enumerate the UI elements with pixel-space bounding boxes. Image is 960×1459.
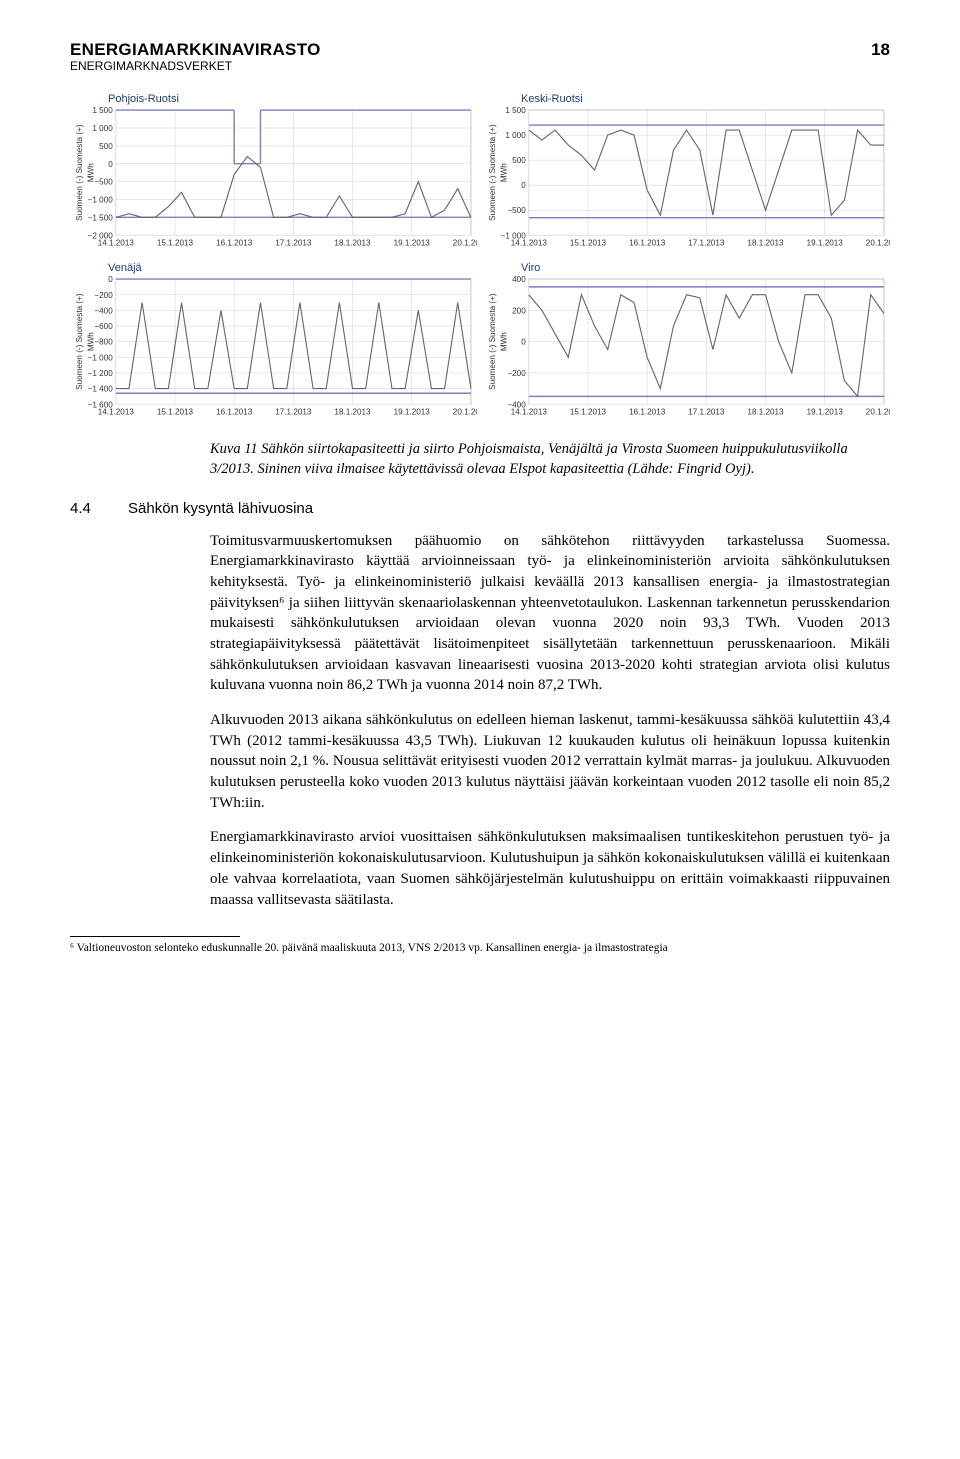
chart-panel-1: Keski-Ruotsi −1 000−50005001 0001 500 Su… (483, 91, 890, 254)
svg-text:14.1.2013: 14.1.2013 (98, 407, 135, 416)
svg-text:14.1.2013: 14.1.2013 (511, 239, 548, 248)
svg-text:−1 000: −1 000 (88, 196, 114, 205)
svg-text:−1 500: −1 500 (88, 214, 114, 223)
svg-text:19.1.2013: 19.1.2013 (394, 239, 431, 248)
paragraph-2: Energiamarkkinavirasto arvioi vuosittais… (210, 827, 890, 910)
svg-text:1 000: 1 000 (505, 131, 526, 140)
section-number: 4.4 (70, 500, 98, 517)
paragraph-1: Alkuvuoden 2013 aikana sähkönkulutus on … (210, 710, 890, 813)
svg-text:0: 0 (108, 275, 113, 284)
svg-text:18.1.2013: 18.1.2013 (747, 407, 784, 416)
svg-text:−500: −500 (507, 207, 526, 216)
svg-text:18.1.2013: 18.1.2013 (334, 239, 371, 248)
svg-text:MWh: MWh (86, 332, 95, 351)
section-title: Sähkön kysyntä lähivuosina (128, 500, 313, 517)
org-subtitle: ENERGIMARKNADSVERKET (70, 60, 321, 74)
svg-text:1 500: 1 500 (92, 106, 113, 115)
svg-text:18.1.2013: 18.1.2013 (747, 239, 784, 248)
svg-text:15.1.2013: 15.1.2013 (157, 239, 194, 248)
svg-text:−400: −400 (94, 306, 113, 315)
svg-text:MWh: MWh (499, 164, 508, 183)
svg-text:17.1.2013: 17.1.2013 (275, 239, 312, 248)
svg-text:0: 0 (521, 338, 526, 347)
chart-title-1: Keski-Ruotsi (521, 93, 890, 105)
chart-title-2: Venäjä (108, 262, 477, 274)
svg-text:Suomeen (-) Suomesta (+): Suomeen (-) Suomesta (+) (488, 124, 497, 221)
svg-text:15.1.2013: 15.1.2013 (157, 407, 194, 416)
chart-panel-0: Pohjois-Ruotsi −2 000−1 500−1 000−500050… (70, 91, 477, 254)
svg-text:19.1.2013: 19.1.2013 (394, 407, 431, 416)
svg-text:14.1.2013: 14.1.2013 (98, 239, 135, 248)
svg-text:18.1.2013: 18.1.2013 (334, 407, 371, 416)
footnote-rule (70, 936, 240, 937)
svg-text:0: 0 (521, 182, 526, 191)
charts-grid: Pohjois-Ruotsi −2 000−1 500−1 000−500050… (70, 91, 890, 422)
chart-title-3: Viro (521, 262, 890, 274)
svg-text:MWh: MWh (86, 164, 95, 183)
chart-svg-1: −1 000−50005001 0001 500 Suomeen (-) Suo… (483, 106, 890, 254)
svg-text:200: 200 (512, 306, 526, 315)
svg-text:−1 200: −1 200 (88, 369, 114, 378)
svg-text:Suomeen (-) Suomesta (+): Suomeen (-) Suomesta (+) (75, 293, 84, 390)
svg-text:500: 500 (512, 157, 526, 166)
page: ENERGIAMARKKINAVIRASTO ENERGIMARKNADSVER… (0, 0, 960, 996)
svg-text:400: 400 (512, 275, 526, 284)
svg-text:17.1.2013: 17.1.2013 (275, 407, 312, 416)
svg-text:20.1.2013: 20.1.2013 (453, 407, 477, 416)
svg-text:16.1.2013: 16.1.2013 (216, 239, 253, 248)
chart-svg-3: −400−2000200400 Suomeen (-) Suomesta (+)… (483, 275, 890, 423)
chart-title-0: Pohjois-Ruotsi (108, 93, 477, 105)
chart-svg-2: −1 600−1 400−1 200−1 000−800−600−400−200… (70, 275, 477, 423)
svg-text:19.1.2013: 19.1.2013 (807, 239, 844, 248)
section-heading: 4.4 Sähkön kysyntä lähivuosina (70, 500, 890, 517)
svg-text:16.1.2013: 16.1.2013 (629, 239, 666, 248)
svg-text:Suomeen (-) Suomesta (+): Suomeen (-) Suomesta (+) (75, 124, 84, 221)
svg-text:16.1.2013: 16.1.2013 (216, 407, 253, 416)
svg-text:1 000: 1 000 (92, 124, 113, 133)
svg-text:−1 400: −1 400 (88, 385, 114, 394)
svg-text:15.1.2013: 15.1.2013 (570, 407, 607, 416)
figure-caption: Kuva 11 Sähkön siirtokapasiteetti ja sii… (210, 440, 890, 479)
page-number: 18 (871, 40, 890, 60)
svg-text:−200: −200 (507, 369, 526, 378)
svg-text:17.1.2013: 17.1.2013 (688, 239, 725, 248)
svg-text:1 500: 1 500 (505, 106, 526, 115)
chart-panel-3: Viro −400−2000200400 Suomeen (-) Suomest… (483, 260, 890, 423)
svg-text:500: 500 (99, 142, 113, 151)
svg-text:20.1.2013: 20.1.2013 (866, 407, 890, 416)
svg-text:17.1.2013: 17.1.2013 (688, 407, 725, 416)
paragraph-0: Toimitusvarmuuskertomuksen päähuomio on … (210, 531, 890, 697)
svg-text:14.1.2013: 14.1.2013 (511, 407, 548, 416)
svg-text:20.1.2013: 20.1.2013 (866, 239, 890, 248)
footnote: ⁶ Valtioneuvoston selonteko eduskunnalle… (70, 941, 890, 956)
header-left: ENERGIAMARKKINAVIRASTO ENERGIMARKNADSVER… (70, 40, 321, 73)
svg-text:0: 0 (108, 160, 113, 169)
svg-text:−500: −500 (94, 178, 113, 187)
svg-text:Suomeen (-) Suomesta (+): Suomeen (-) Suomesta (+) (488, 293, 497, 390)
svg-text:15.1.2013: 15.1.2013 (570, 239, 607, 248)
svg-text:MWh: MWh (499, 332, 508, 351)
svg-text:20.1.2013: 20.1.2013 (453, 239, 477, 248)
svg-text:−600: −600 (94, 322, 113, 331)
svg-text:16.1.2013: 16.1.2013 (629, 407, 666, 416)
svg-text:−1 000: −1 000 (88, 353, 114, 362)
svg-text:19.1.2013: 19.1.2013 (807, 407, 844, 416)
svg-text:−800: −800 (94, 338, 113, 347)
page-header: ENERGIAMARKKINAVIRASTO ENERGIMARKNADSVER… (70, 40, 890, 73)
svg-text:−200: −200 (94, 291, 113, 300)
chart-svg-0: −2 000−1 500−1 000−50005001 0001 500 Suo… (70, 106, 477, 254)
chart-panel-2: Venäjä −1 600−1 400−1 200−1 000−800−600−… (70, 260, 477, 423)
org-title: ENERGIAMARKKINAVIRASTO (70, 40, 321, 60)
